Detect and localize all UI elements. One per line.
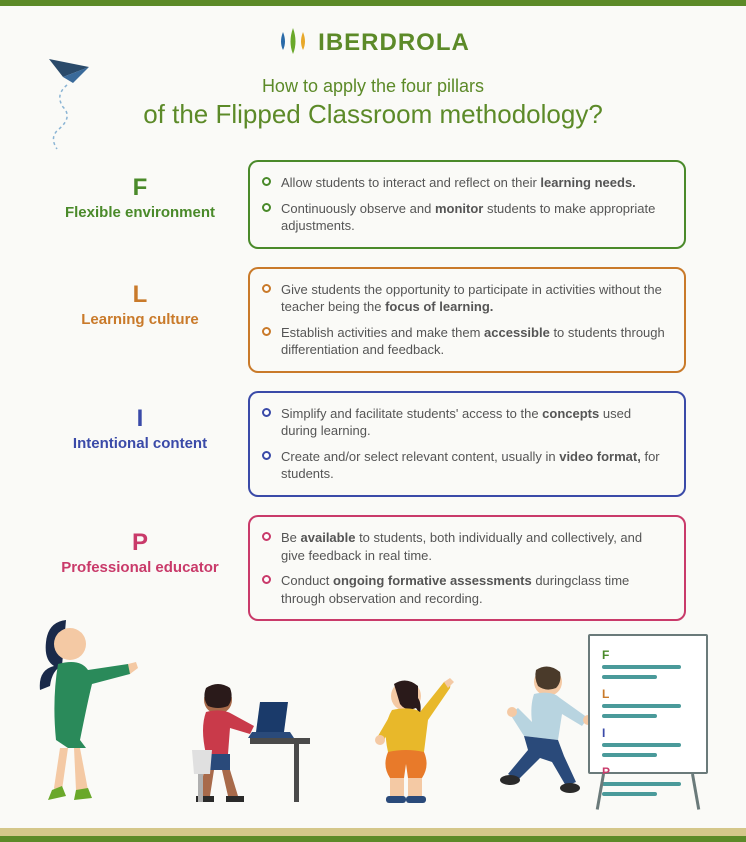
pillar-label: Professional educator bbox=[50, 559, 230, 576]
bullet-icon bbox=[262, 177, 271, 186]
flipchart-surface: FLIP bbox=[588, 634, 708, 774]
bullet-icon bbox=[262, 284, 271, 293]
bullet-icon bbox=[262, 203, 271, 212]
board-letter: I bbox=[602, 726, 694, 740]
paper-plane-icon bbox=[45, 55, 125, 170]
pillar-row: P Professional educator Be available to st… bbox=[50, 515, 686, 621]
pillar-point-text: Allow students to interact and reflect o… bbox=[281, 174, 636, 192]
bullet-icon bbox=[262, 327, 271, 336]
pillar-point: Continuously observe and monitor student… bbox=[262, 200, 666, 235]
pillar-letter: F bbox=[50, 174, 230, 202]
logo-drops-icon bbox=[276, 28, 310, 58]
pillar-heading: I Intentional content bbox=[50, 391, 230, 497]
pillar-point-text: Conduct ongoing formative assessments du… bbox=[281, 572, 666, 607]
classroom-illustration: FLIP bbox=[0, 608, 746, 828]
board-line bbox=[602, 743, 681, 747]
bullet-icon bbox=[262, 451, 271, 460]
pillar-box: Give students the opportunity to partici… bbox=[248, 267, 686, 373]
board-line bbox=[602, 704, 681, 708]
pillar-letter: L bbox=[50, 281, 230, 309]
pillar-row: F Flexible environment Allow students to i… bbox=[50, 160, 686, 249]
pillar-point: Allow students to interact and reflect o… bbox=[262, 174, 666, 192]
pillar-label: Learning culture bbox=[50, 311, 230, 328]
bullet-icon bbox=[262, 575, 271, 584]
pillar-point: Create and/or select relevant content, u… bbox=[262, 448, 666, 483]
pillar-row: I Intentional content Simplify and facilit… bbox=[50, 391, 686, 497]
brand-logo: IBERDROLA bbox=[0, 28, 746, 58]
flipchart-illustration: FLIP bbox=[588, 634, 708, 810]
pillar-letter: I bbox=[50, 405, 230, 433]
brand-name: IBERDROLA bbox=[318, 29, 470, 57]
pillar-heading: P Professional educator bbox=[50, 515, 230, 621]
pillar-point: Give students the opportunity to partici… bbox=[262, 281, 666, 316]
pillar-label: Intentional content bbox=[50, 435, 230, 452]
bullet-icon bbox=[262, 532, 271, 541]
pillar-box: Be available to students, both individua… bbox=[248, 515, 686, 621]
pillar-heading: F Flexible environment bbox=[50, 160, 230, 249]
pillar-point: Simplify and facilitate students' access… bbox=[262, 405, 666, 440]
pillars-list: F Flexible environment Allow students to i… bbox=[0, 160, 746, 621]
student-laptop-illustration bbox=[170, 678, 320, 818]
pillar-point: Conduct ongoing formative assessments du… bbox=[262, 572, 666, 607]
pillar-label: Flexible environment bbox=[50, 204, 230, 221]
teacher-illustration bbox=[18, 610, 158, 820]
board-letter: L bbox=[602, 687, 694, 701]
board-letter: F bbox=[602, 648, 694, 662]
bullet-icon bbox=[262, 408, 271, 417]
pillar-row: L Learning culture Give students the oppor… bbox=[50, 267, 686, 373]
pillar-point: Be available to students, both individua… bbox=[262, 529, 666, 564]
board-line bbox=[602, 675, 657, 679]
pillar-point-text: Create and/or select relevant content, u… bbox=[281, 448, 666, 483]
bottom-border bbox=[0, 836, 746, 842]
pillar-heading: L Learning culture bbox=[50, 267, 230, 373]
board-line bbox=[602, 665, 681, 669]
pillar-box: Allow students to interact and reflect o… bbox=[248, 160, 686, 249]
pillar-point: Establish activities and make them acces… bbox=[262, 324, 666, 359]
pillar-point-text: Simplify and facilitate students' access… bbox=[281, 405, 666, 440]
student-raising-hand-illustration bbox=[350, 668, 470, 818]
flipchart-leg bbox=[691, 774, 700, 810]
board-line bbox=[602, 714, 657, 718]
pillar-point-text: Be available to students, both individua… bbox=[281, 529, 666, 564]
pillar-point-text: Establish activities and make them acces… bbox=[281, 324, 666, 359]
board-line bbox=[602, 753, 657, 757]
bottom-accent bbox=[0, 828, 746, 836]
pillar-box: Simplify and facilitate students' access… bbox=[248, 391, 686, 497]
top-border bbox=[0, 0, 746, 6]
flipchart-leg bbox=[596, 774, 605, 810]
pillar-point-text: Continuously observe and monitor student… bbox=[281, 200, 666, 235]
pillar-letter: P bbox=[50, 529, 230, 557]
pillar-point-text: Give students the opportunity to partici… bbox=[281, 281, 666, 316]
